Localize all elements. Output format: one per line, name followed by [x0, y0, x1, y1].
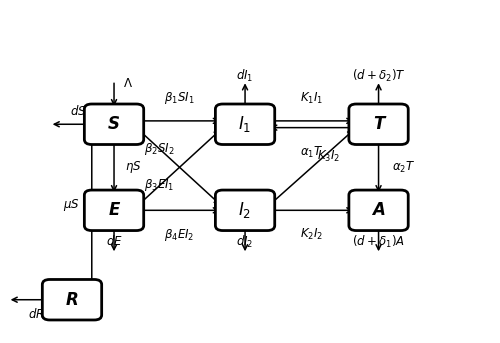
FancyBboxPatch shape: [349, 190, 408, 230]
Text: $dE$: $dE$: [106, 234, 122, 248]
FancyBboxPatch shape: [216, 190, 274, 230]
Text: E: E: [108, 201, 120, 219]
Text: $K_3I_2$: $K_3I_2$: [317, 149, 340, 164]
Text: $\Lambda$: $\Lambda$: [123, 77, 133, 90]
Text: $\beta_2 SI_2$: $\beta_2 SI_2$: [144, 141, 174, 157]
Text: $dI_1$: $dI_1$: [236, 68, 254, 84]
Text: $dR$: $dR$: [28, 307, 45, 321]
Text: $\mu S$: $\mu S$: [62, 197, 80, 213]
Text: A: A: [372, 201, 385, 219]
Text: $\eta S$: $\eta S$: [125, 159, 142, 175]
Text: $\beta_3 EI_1$: $\beta_3 EI_1$: [144, 177, 174, 193]
Text: $\alpha_2 T$: $\alpha_2 T$: [392, 160, 415, 175]
Text: T: T: [373, 115, 384, 133]
Text: R: R: [66, 291, 78, 309]
Text: S: S: [108, 115, 120, 133]
FancyBboxPatch shape: [42, 280, 102, 320]
Text: $dI_2$: $dI_2$: [236, 234, 254, 250]
Text: $I_2$: $I_2$: [238, 200, 252, 220]
FancyBboxPatch shape: [84, 104, 144, 144]
Text: $K_2I_2$: $K_2I_2$: [300, 227, 324, 242]
FancyBboxPatch shape: [216, 104, 274, 144]
Text: $I_1$: $I_1$: [238, 114, 252, 134]
Text: $\alpha_1 T$: $\alpha_1 T$: [300, 144, 324, 159]
Text: $\beta_1 SI_1$: $\beta_1 SI_1$: [164, 90, 195, 106]
Text: $K_1I_1$: $K_1I_1$: [300, 91, 324, 106]
Text: $(d+\delta_2)T$: $(d+\delta_2)T$: [352, 68, 406, 84]
FancyBboxPatch shape: [349, 104, 408, 144]
Text: $(d+\delta_1)A$: $(d+\delta_1)A$: [352, 234, 405, 250]
Text: $dS$: $dS$: [70, 104, 87, 118]
Text: $\beta_4 EI_2$: $\beta_4 EI_2$: [164, 227, 195, 243]
FancyBboxPatch shape: [84, 190, 144, 230]
